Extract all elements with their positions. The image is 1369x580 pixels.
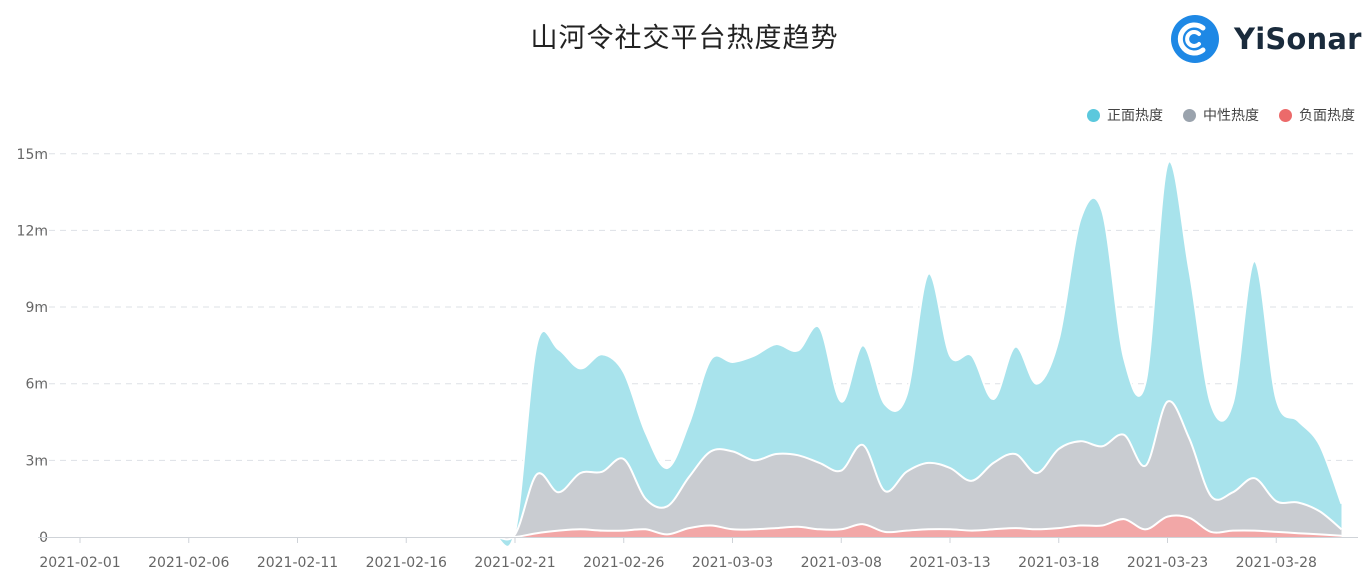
- brand-name: YiSonar: [1234, 22, 1362, 56]
- x-tick-label: 2021-03-18: [1018, 555, 1099, 571]
- y-tick-label: 12m: [17, 223, 48, 239]
- legend-dot-positive: [1087, 108, 1100, 122]
- legend-dot-negative: [1279, 108, 1292, 122]
- area-1: [80, 401, 1342, 540]
- x-tick-label: 2021-02-01: [39, 555, 120, 571]
- area-2: [80, 161, 1342, 547]
- legend-dot-neutral: [1183, 108, 1196, 122]
- x-tick-label: 2021-02-16: [366, 555, 447, 571]
- legend-item-positive[interactable]: 正面热度: [1087, 105, 1163, 125]
- yisonar-logo-icon: [1171, 15, 1219, 63]
- series-areas: [79, 160, 1343, 548]
- x-tick-label: 2021-03-28: [1236, 555, 1317, 571]
- x-tick-label: 2021-03-08: [801, 555, 882, 571]
- x-tick-label: 2021-03-23: [1127, 555, 1208, 571]
- legend-item-neutral[interactable]: 中性热度: [1183, 105, 1259, 125]
- y-tick-label: 15m: [17, 147, 48, 163]
- x-axis: 2021-02-01 2021-02-06 2021-02-11 2021-02-16…: [38, 537, 1358, 571]
- chart-title: 山河令社交平台热度趋势: [530, 23, 839, 54]
- series-line-0: [79, 514, 1342, 539]
- x-tick-label: 2021-02-06: [148, 555, 229, 571]
- x-tick-label: 2021-02-11: [257, 555, 338, 571]
- y-tick-label: 3m: [25, 453, 48, 469]
- x-tick-label: 2021-02-21: [474, 555, 555, 571]
- y-tick-label: 6m: [25, 377, 48, 393]
- x-tick-label: 2021-02-26: [583, 555, 664, 571]
- legend-label-positive: 正面热度: [1107, 108, 1163, 124]
- legend-item-negative[interactable]: 负面热度: [1279, 105, 1355, 125]
- legend-label-negative: 负面热度: [1299, 108, 1355, 124]
- brand-logo: YiSonar: [1170, 14, 1362, 64]
- x-tick-label: 2021-03-03: [692, 555, 773, 571]
- y-tick-label: 9m: [25, 300, 48, 316]
- chart-legend: 正面热度 中性热度 负面热度: [1067, 105, 1355, 125]
- legend-label-neutral: 中性热度: [1203, 108, 1259, 124]
- x-tick-label: 2021-03-13: [909, 555, 990, 571]
